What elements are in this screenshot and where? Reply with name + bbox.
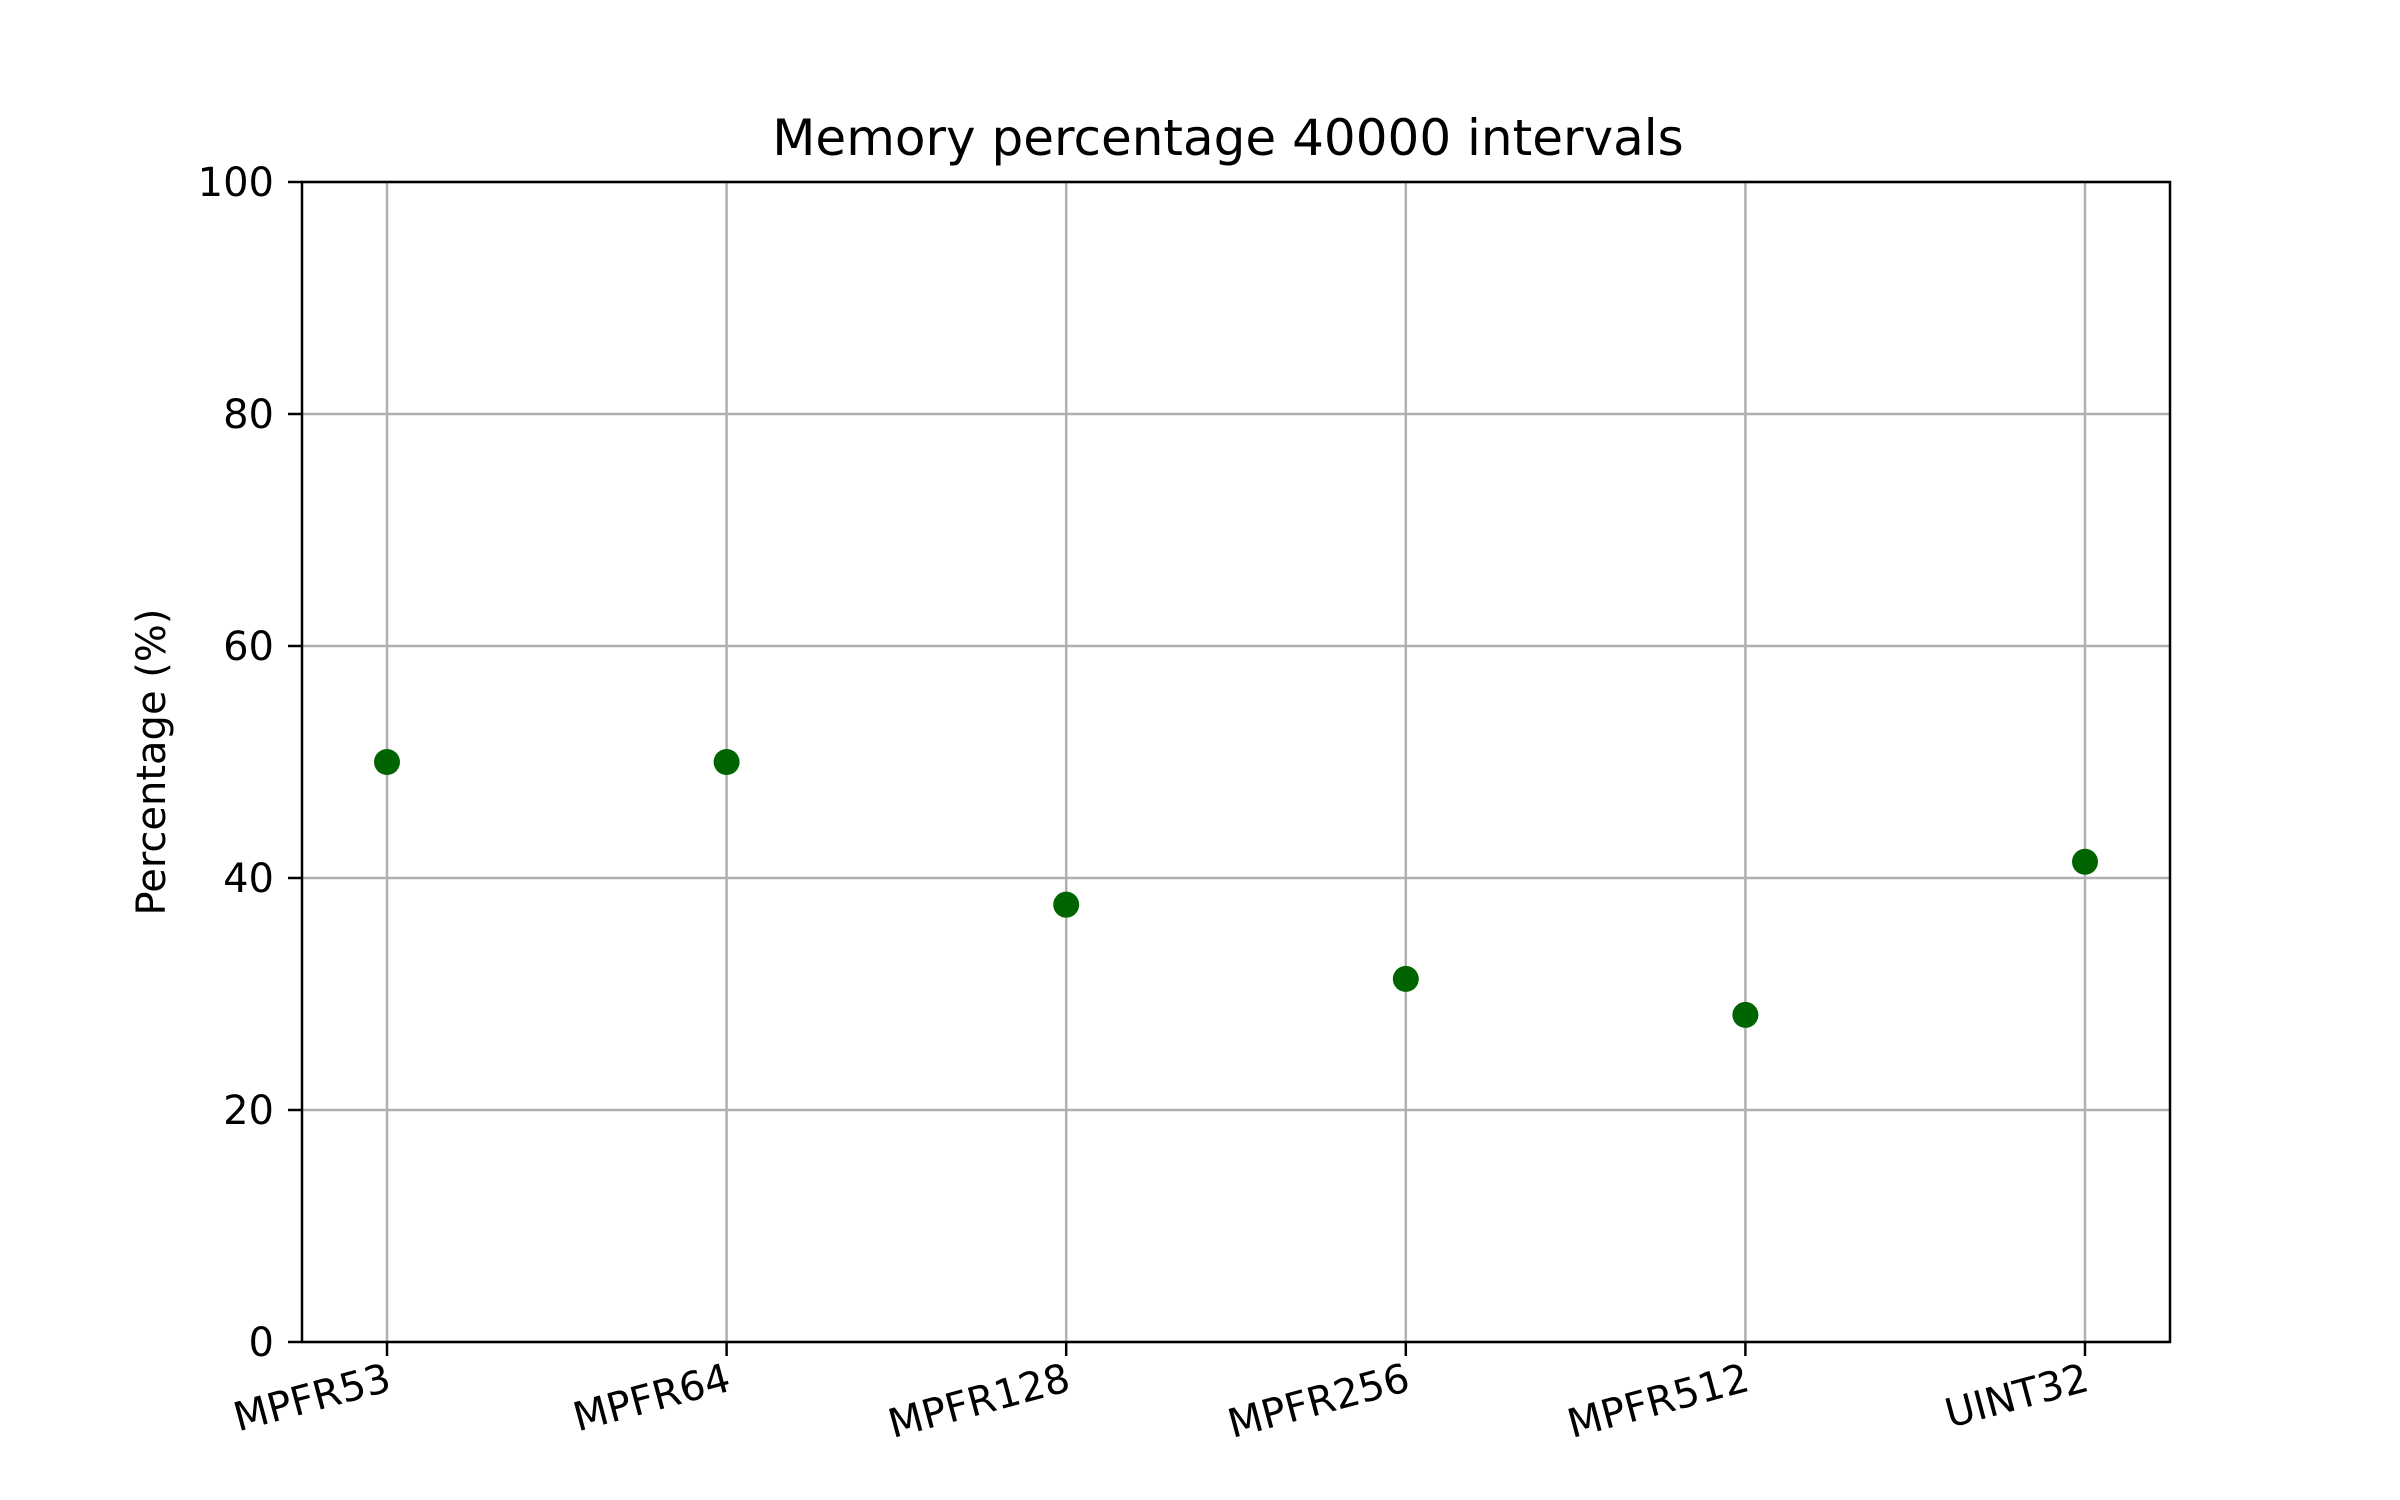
- y-axis-label: Percentage (%): [129, 609, 175, 916]
- data-point: [1392, 965, 1419, 992]
- y-tick-label: 80: [223, 392, 274, 438]
- y-tick-label: 40: [223, 856, 274, 902]
- data-point: [374, 749, 400, 775]
- plot-frame: [300, 180, 2172, 1344]
- data-point: [1053, 891, 1080, 918]
- data-points: [374, 749, 2098, 1028]
- data-point: [713, 749, 740, 775]
- chart-title: Memory percentage 40000 intervals: [772, 109, 1683, 167]
- data-point: [2072, 848, 2098, 875]
- y-tick-label: 0: [249, 1320, 274, 1366]
- y-tick-label: 20: [223, 1088, 274, 1134]
- data-point: [1732, 1001, 1759, 1028]
- y-tick-label: 100: [198, 160, 274, 206]
- y-tick-label: 60: [223, 624, 274, 670]
